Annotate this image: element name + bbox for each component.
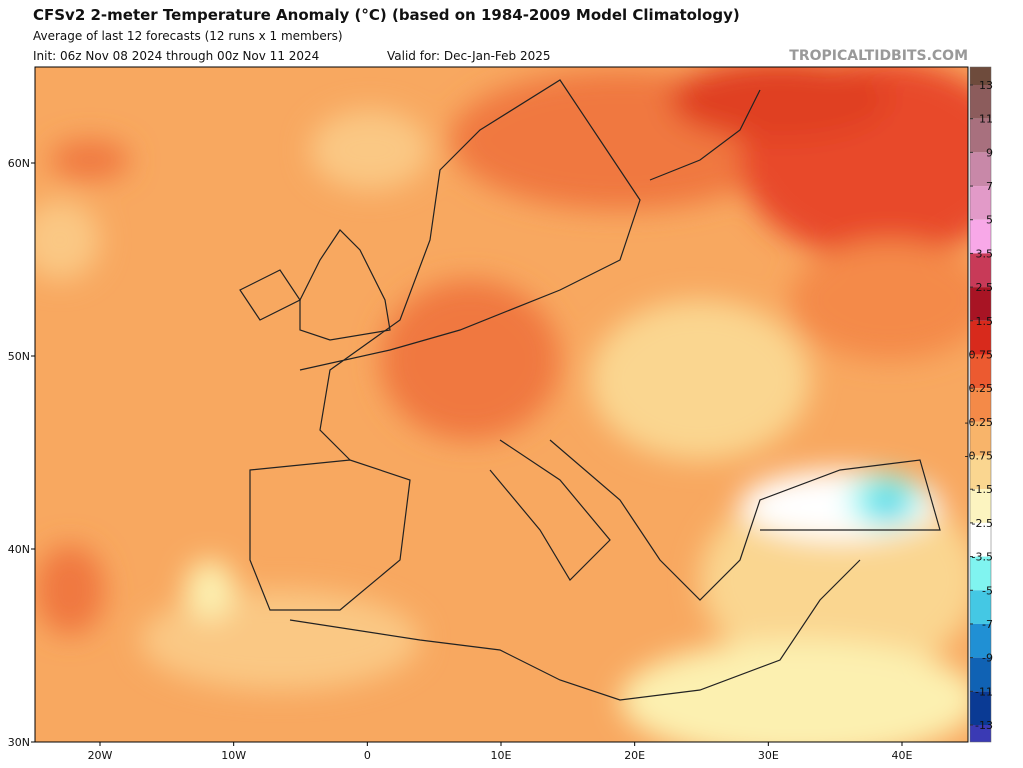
colorbar-label: -5 bbox=[982, 584, 993, 597]
coastline bbox=[249, 459, 411, 611]
colorbar-segment bbox=[970, 489, 991, 523]
warm-area bbox=[380, 280, 560, 440]
warm-area bbox=[670, 67, 890, 140]
lon-label: 10W bbox=[221, 749, 246, 762]
colorbar-segment bbox=[970, 388, 991, 422]
lat-label: 50N bbox=[8, 350, 30, 363]
colorbar-label: -9 bbox=[982, 652, 993, 665]
colorbar-label: 2.5 bbox=[976, 281, 994, 294]
credit: TROPICALTIDBITS.COM bbox=[789, 48, 968, 64]
colorbar-segment bbox=[970, 67, 991, 85]
coastline bbox=[289, 559, 861, 701]
colorbar-label: 11 bbox=[979, 113, 993, 126]
lat-label: 60N bbox=[8, 157, 30, 170]
mild-area bbox=[185, 560, 235, 620]
colorbar-segment bbox=[970, 320, 991, 355]
mild-area bbox=[140, 590, 420, 690]
coastline bbox=[299, 79, 641, 461]
colorbar-segment bbox=[970, 522, 991, 557]
coastline bbox=[489, 439, 611, 581]
init-time: Init: 06z Nov 08 2024 through 00z Nov 11… bbox=[33, 49, 319, 63]
mild-area bbox=[590, 300, 810, 460]
anomaly-shading bbox=[35, 67, 968, 742]
colorbar-segment bbox=[970, 657, 991, 692]
lon-label: 30E bbox=[758, 749, 779, 762]
colorbar-label: -2.5 bbox=[972, 517, 993, 530]
coastlines bbox=[239, 79, 941, 701]
title: CFSv2 2-meter Temperature Anomaly (°C) (… bbox=[33, 6, 740, 24]
colorbar-segment bbox=[970, 152, 991, 187]
colorbar-label: 0.75 bbox=[969, 348, 994, 361]
warm-area bbox=[35, 200, 100, 280]
warm-area bbox=[310, 110, 430, 190]
colorbar-segment bbox=[970, 455, 991, 490]
lat-label: 40N bbox=[8, 543, 30, 556]
colorbar-label: -1.5 bbox=[972, 483, 993, 496]
lon-label: 0 bbox=[364, 749, 371, 762]
coastline bbox=[239, 269, 301, 321]
colorbar-label: 0.25 bbox=[969, 382, 994, 395]
colorbar-segment bbox=[970, 219, 991, 254]
colorbar-frame bbox=[969, 66, 992, 743]
lat-label: 30N bbox=[8, 736, 30, 749]
colorbar-label: 13 bbox=[979, 79, 993, 92]
colorbar-label: -13 bbox=[975, 719, 993, 732]
coastline bbox=[299, 229, 391, 341]
colorbar-label: -11 bbox=[975, 685, 993, 698]
colorbar-label: -0.25 bbox=[965, 416, 993, 429]
colorbar-segment bbox=[970, 118, 991, 153]
axes: 60N 50N 40N 30N 20W 10W 0 10E 20E 30E 40E bbox=[8, 157, 913, 762]
lon-label: 20E bbox=[624, 749, 645, 762]
valid-time: Valid for: Dec-Jan-Feb 2025 bbox=[387, 49, 551, 63]
colorbar-label: -3.5 bbox=[972, 551, 993, 564]
colorbar-segment bbox=[970, 590, 991, 624]
colorbar-label: -0.75 bbox=[965, 450, 993, 463]
colorbar-segment bbox=[970, 623, 991, 658]
colorbar-label: 1.5 bbox=[976, 315, 994, 328]
colorbar-segment bbox=[970, 287, 991, 321]
colorbar-label: 7 bbox=[986, 180, 993, 193]
mild-area bbox=[620, 640, 968, 742]
lon-label: 40E bbox=[892, 749, 913, 762]
colorbar-segment bbox=[970, 556, 991, 591]
map-field bbox=[35, 67, 968, 742]
colorbar-segment bbox=[970, 421, 991, 456]
lon-label: 10E bbox=[491, 749, 512, 762]
colorbar-label: -7 bbox=[982, 618, 993, 631]
colorbar-label: 5 bbox=[986, 214, 993, 227]
warm-area bbox=[790, 240, 968, 360]
colorbar-segment bbox=[970, 691, 991, 725]
coastline bbox=[649, 89, 761, 181]
colorbar-segment bbox=[970, 354, 991, 389]
colorbar-segment bbox=[970, 85, 991, 119]
warm-area bbox=[35, 545, 105, 635]
subtitle: Average of last 12 forecasts (12 runs x … bbox=[33, 29, 343, 43]
colorbar-label: 3.5 bbox=[976, 247, 994, 260]
colorbar-label: 9 bbox=[986, 146, 993, 159]
coastline bbox=[549, 439, 941, 601]
cool-area bbox=[872, 493, 904, 517]
lon-label: 20W bbox=[88, 749, 113, 762]
colorbar-segment bbox=[970, 725, 991, 742]
warm-area bbox=[50, 140, 130, 180]
colorbar-segment bbox=[970, 253, 991, 288]
colorbar-segment bbox=[970, 186, 991, 220]
colorbar: 13 11 9 7 5 3.5 2.5 1.5 0.75 0.25 -0.25 -0.75 -1.5 -2… bbox=[965, 66, 994, 743]
